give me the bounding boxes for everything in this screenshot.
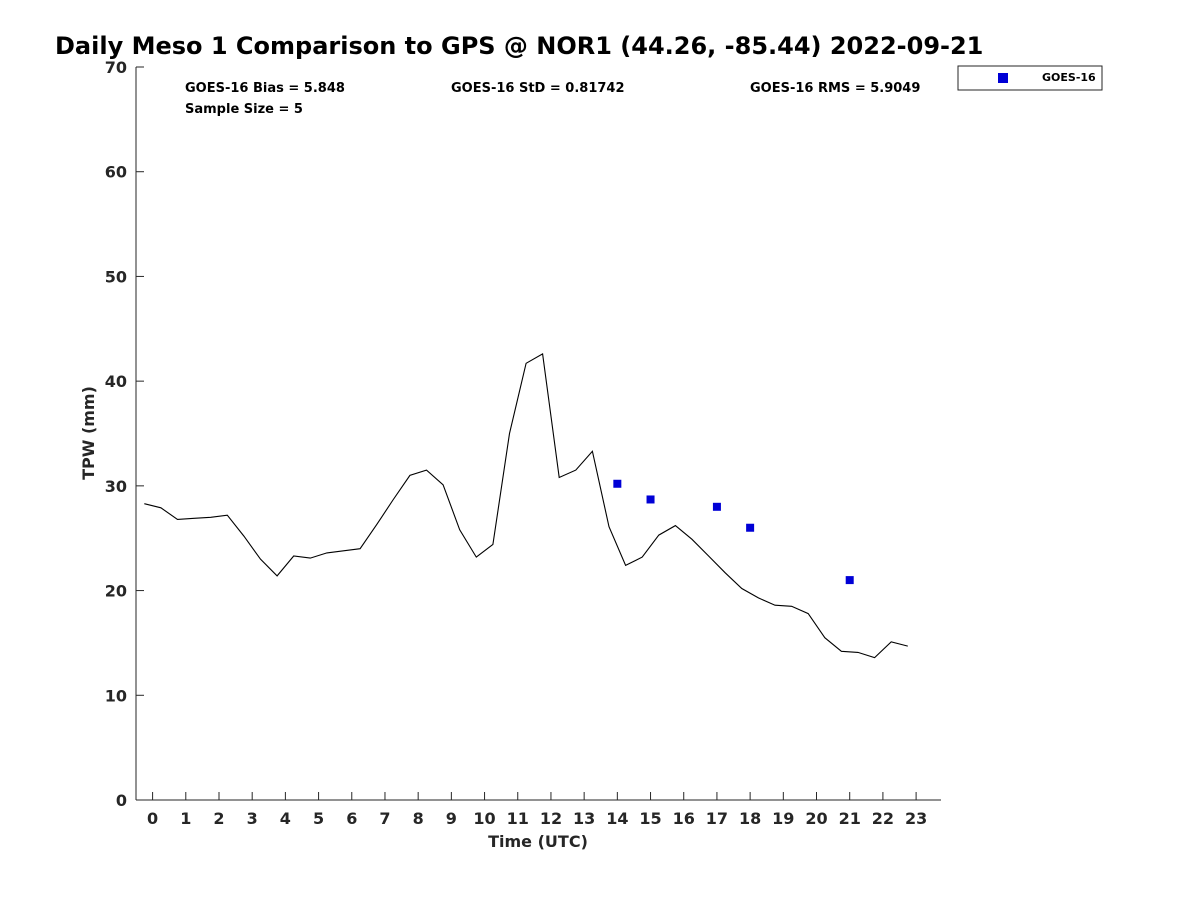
x-tick-label: 9 [446,809,457,828]
x-axis-ticks: 0 1 2 3 4 5 6 7 8 9 10 11 12 13 14 15 16 17 18 19 20 21 22 23 [147,792,927,828]
legend: GOES-16 [957,65,1103,91]
y-tick-label: 50 [105,267,127,286]
y-axis-label: TPW (mm) [79,386,98,480]
goes16-point [746,523,755,532]
stat-sample-size: Sample Size = 5 [185,102,303,117]
x-tick-label: 19 [772,809,794,828]
chart-title: Daily Meso 1 Comparison to GPS @ NOR1 (4… [55,32,983,60]
x-tick-label: 13 [573,809,595,828]
goes16-point [613,479,622,488]
x-tick-label: 17 [706,809,728,828]
x-tick-label: 12 [540,809,562,828]
legend-label-goes16: GOES-16 [1042,71,1096,84]
x-tick-label: 10 [473,809,495,828]
goes16-point [712,502,721,511]
y-tick-label: 40 [105,372,127,391]
y-tick-label: 70 [105,58,127,77]
stat-bias: GOES-16 Bias = 5.848 [185,81,345,96]
stat-rms: GOES-16 RMS = 5.9049 [750,81,920,96]
legend-box [957,65,1103,91]
legend-marker-goes16 [998,73,1008,83]
x-tick-label: 4 [280,809,291,828]
x-tick-label: 3 [247,809,258,828]
series-layer [144,353,908,659]
x-tick-label: 23 [905,809,927,828]
y-axis-ticks: 0 10 20 30 40 50 60 70 [105,58,144,810]
axes [135,67,941,801]
x-tick-label: 7 [379,809,390,828]
y-tick-label: 10 [105,686,127,705]
x-tick-label: 8 [413,809,424,828]
x-tick-label: 22 [872,809,894,828]
y-tick-label: 60 [105,163,127,182]
x-tick-label: 18 [739,809,761,828]
goes16-point [646,495,655,504]
x-axis-label: Time (UTC) [488,832,588,851]
x-tick-label: 6 [346,809,357,828]
x-tick-label: 20 [805,809,827,828]
x-tick-label: 0 [147,809,158,828]
gps-line [144,353,908,659]
x-tick-label: 11 [507,809,529,828]
y-tick-label: 0 [116,791,127,810]
goes16-point [845,576,854,585]
x-tick-label: 1 [180,809,191,828]
stat-std: GOES-16 StD = 0.81742 [451,81,625,96]
y-tick-label: 20 [105,582,127,601]
x-tick-label: 5 [313,809,324,828]
y-tick-label: 30 [105,477,127,496]
x-tick-label: 21 [839,809,861,828]
x-tick-label: 2 [213,809,224,828]
x-tick-label: 15 [639,809,661,828]
x-tick-label: 16 [673,809,695,828]
x-tick-label: 14 [606,809,628,828]
